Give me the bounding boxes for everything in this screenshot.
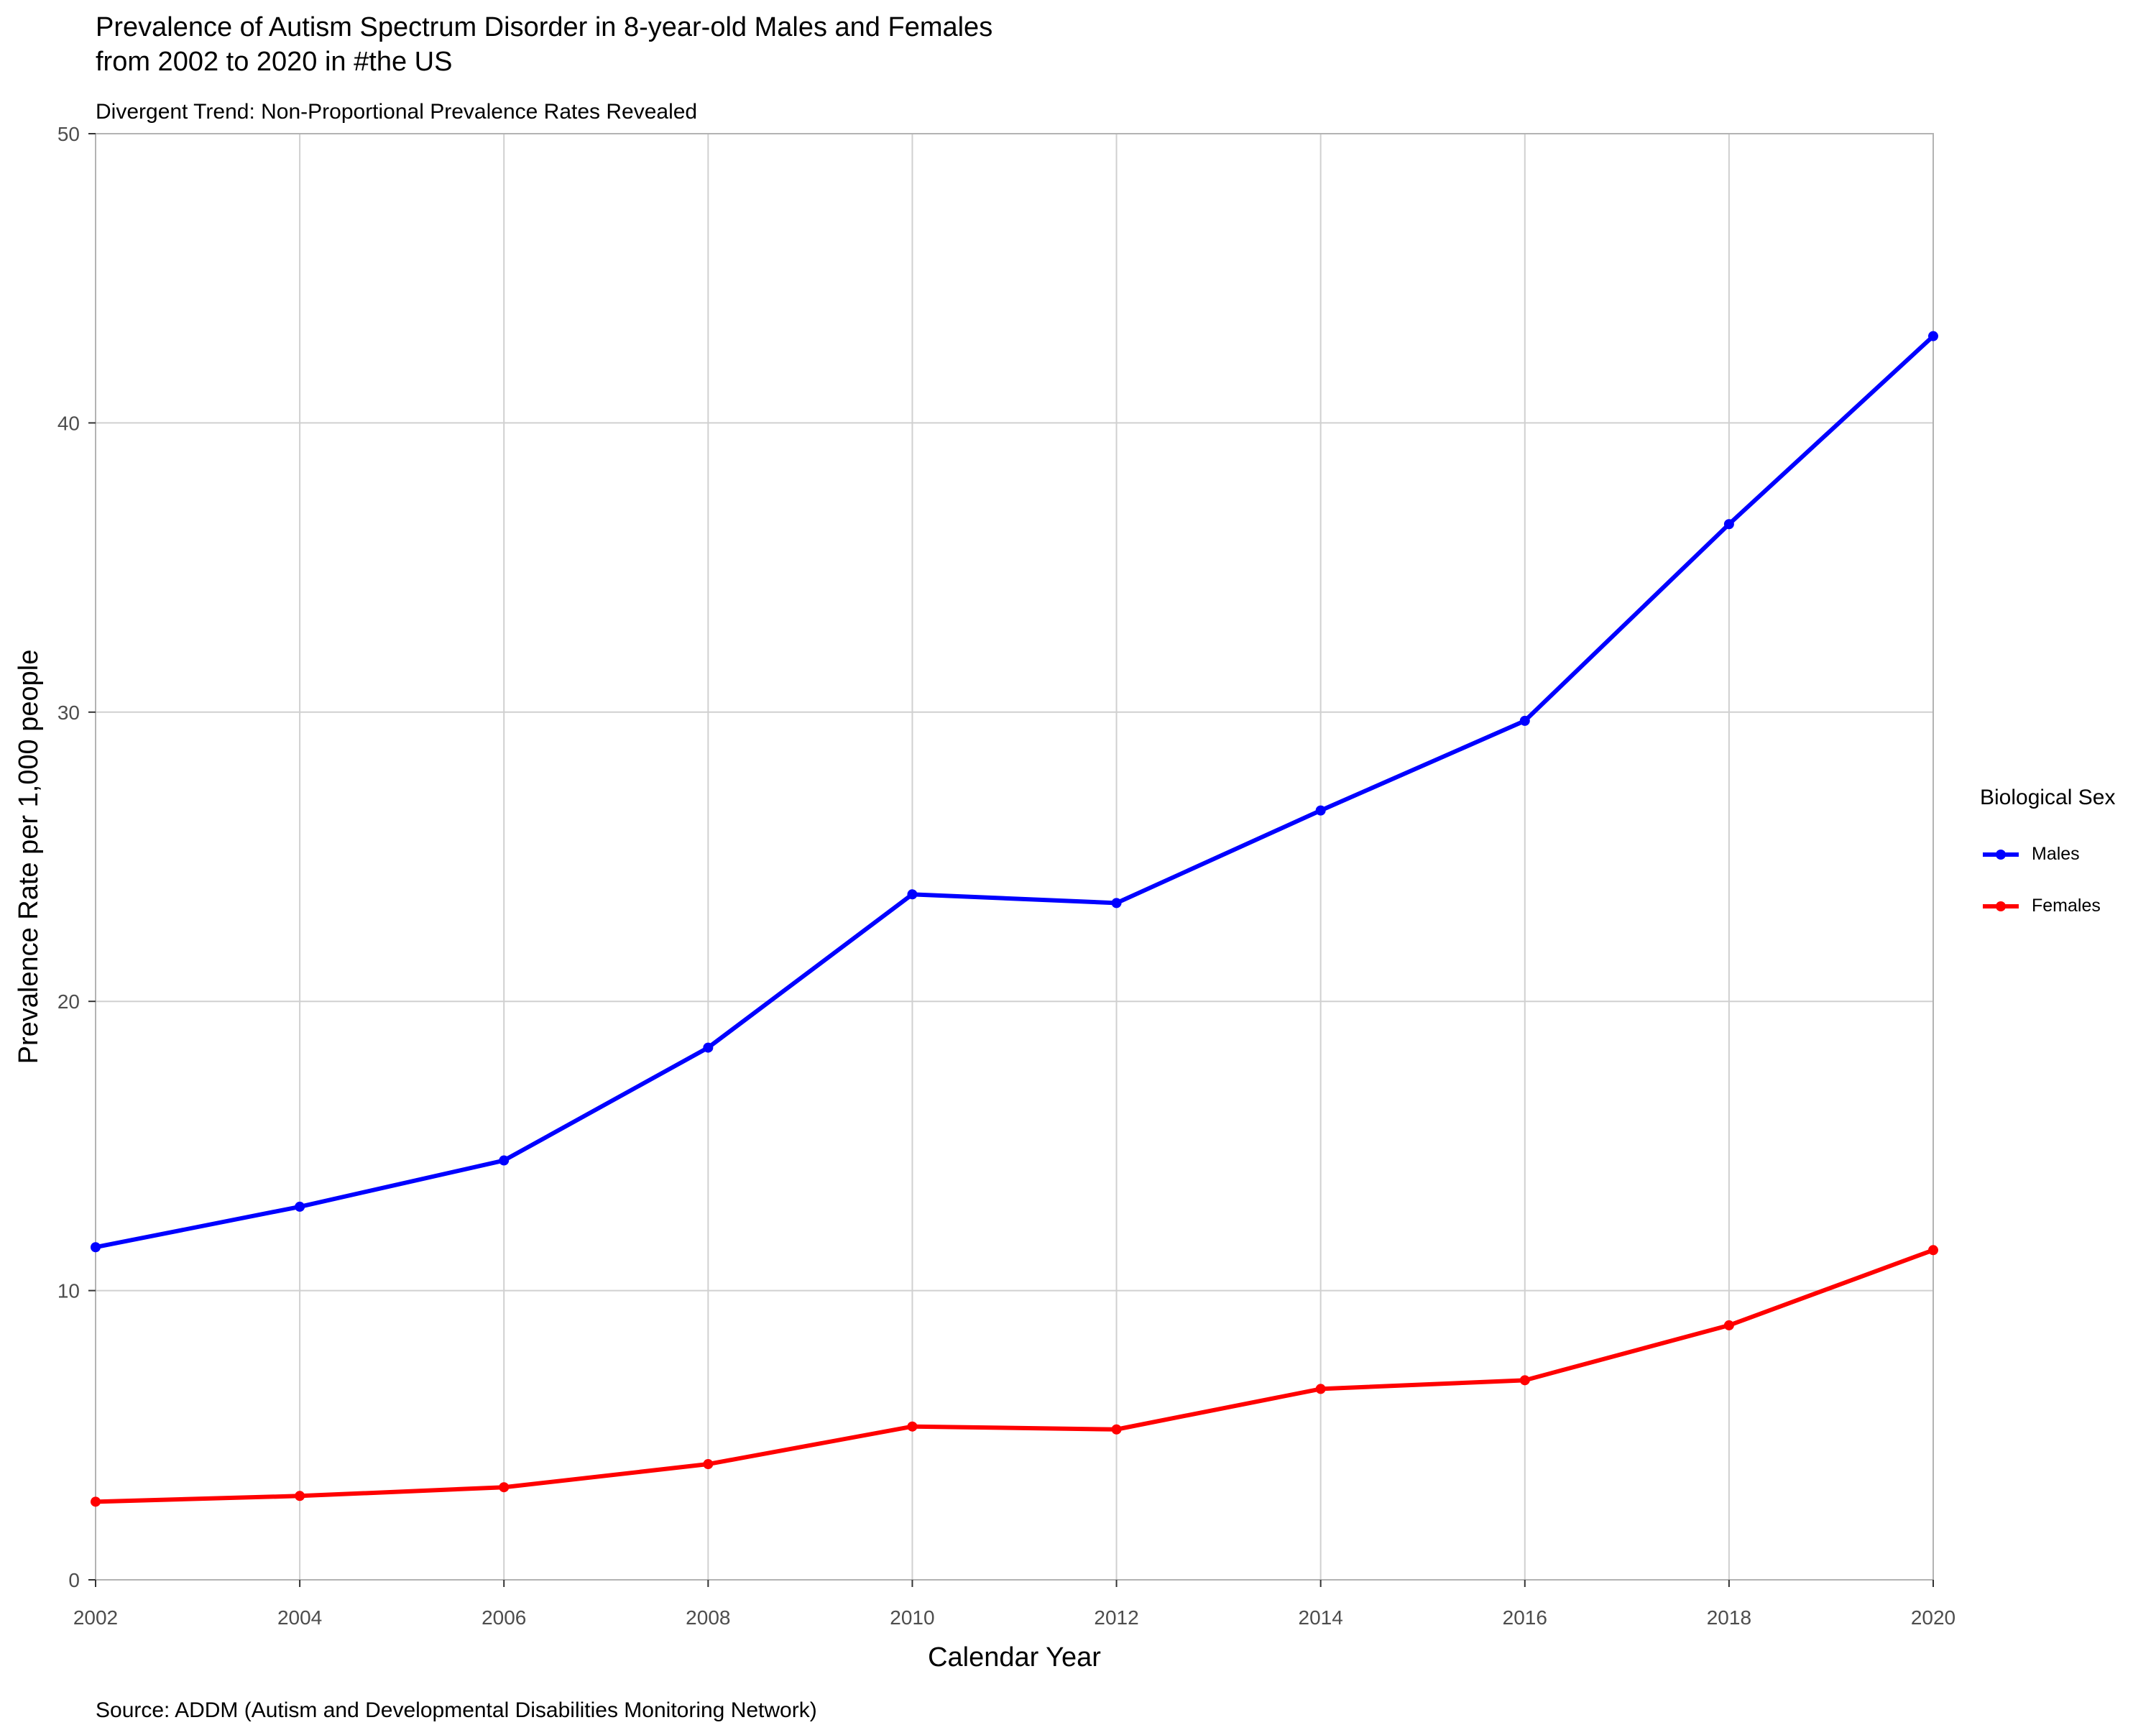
data-point-males: [1928, 331, 1938, 341]
series-line-females: [93, 1248, 1935, 1504]
legend-label-females: Females: [2032, 895, 2101, 916]
data-point-females: [1928, 1245, 1938, 1256]
y-tick-label: 0: [68, 1569, 80, 1591]
legend-title: Biological Sex: [1980, 786, 2116, 809]
legend: Biological Sex Males Females: [1980, 783, 2152, 932]
y-tick-label: 40: [57, 412, 80, 434]
data-point-males: [1519, 715, 1530, 726]
data-point-males: [1315, 805, 1326, 816]
x-tick-label: 2008: [686, 1606, 730, 1629]
data-point-males: [1723, 519, 1734, 530]
x-tick-label: 2020: [1911, 1606, 1955, 1629]
data-point-males: [91, 1242, 101, 1253]
data-point-males: [1111, 898, 1122, 908]
series-lines: [91, 331, 1938, 1507]
grid-lines: [95, 133, 1934, 1581]
data-point-females: [703, 1459, 714, 1470]
x-tick-label: 2006: [482, 1606, 526, 1629]
y-axis-title: Prevalence Rate per 1,000 people: [14, 650, 44, 1064]
legend-key-males: [1980, 828, 2022, 880]
legend-key-dot-males: [1996, 850, 2006, 860]
axis-ticks: 2002 2004 2006 2008 2010 2012 2014 2016 2018 2020…: [57, 123, 1955, 1629]
chart-title-line-1: Prevalence of Autism Spectrum Disorder i…: [96, 12, 993, 42]
legend-key-females: [1980, 880, 2022, 932]
data-point-males: [703, 1042, 714, 1053]
x-tick-label: 2014: [1299, 1606, 1343, 1629]
data-point-females: [499, 1482, 510, 1493]
data-point-females: [1111, 1424, 1122, 1435]
chart-caption: Source: ADDM (Autism and Developmental D…: [96, 1698, 817, 1722]
chart-title: Prevalence of Autism Spectrum Disorder i…: [96, 10, 1892, 79]
data-point-females: [1315, 1384, 1326, 1394]
x-tick-label: 2016: [1503, 1606, 1547, 1629]
series-line-males: [93, 334, 1935, 1250]
x-tick-label: 2002: [73, 1606, 118, 1629]
data-point-males: [499, 1155, 510, 1166]
data-point-females: [91, 1496, 101, 1507]
y-tick-label: 20: [57, 990, 80, 1013]
y-tick-label: 10: [57, 1280, 80, 1302]
x-axis-title: Calendar Year: [928, 1642, 1101, 1673]
y-tick-label: 50: [57, 123, 80, 145]
plot-border: [95, 133, 1934, 1581]
legend-label-males: Males: [2032, 843, 2080, 864]
data-point-females: [295, 1491, 305, 1501]
data-point-females: [907, 1421, 918, 1432]
y-tick-label: 30: [57, 702, 80, 724]
x-tick-label: 2010: [890, 1606, 934, 1629]
data-point-males: [295, 1201, 305, 1212]
chart-subtitle: Divergent Trend: Non-Proportional Preval…: [96, 100, 698, 124]
legend-key-dot-females: [1996, 901, 2006, 911]
data-point-females: [1519, 1375, 1530, 1386]
x-tick-label: 2012: [1094, 1606, 1138, 1629]
x-tick-label: 2004: [277, 1606, 322, 1629]
data-point-females: [1723, 1320, 1734, 1330]
legend-item-males: Males: [1980, 828, 2152, 880]
legend-item-females: Females: [1980, 880, 2152, 932]
data-point-males: [907, 889, 918, 900]
chart-title-line-2: from 2002 to 2020 in #the US: [96, 47, 453, 77]
x-tick-label: 2018: [1707, 1606, 1751, 1629]
